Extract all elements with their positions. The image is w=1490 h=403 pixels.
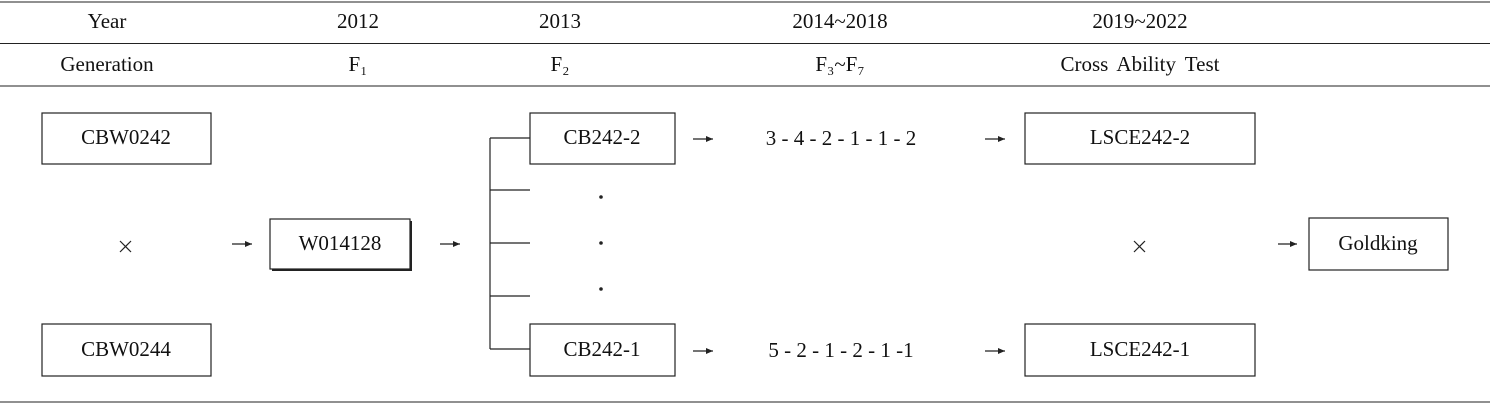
node-box — [1024, 323, 1256, 377]
node-box — [529, 323, 676, 377]
header-cell: F₂ — [550, 52, 569, 76]
node-label: CB242-2 — [563, 125, 640, 149]
bracket — [489, 137, 530, 350]
header-cell: 2013 — [539, 9, 581, 33]
node-label: CBW0242 — [81, 125, 171, 149]
header-cell: Cross Ability Test — [1061, 52, 1220, 76]
header-cell: Year — [88, 9, 127, 33]
node-label: CB242-1 — [563, 337, 640, 361]
cross-symbol — [119, 240, 132, 253]
header-cell: 2014~2018 — [792, 9, 887, 33]
node-label: LSCE242-2 — [1090, 125, 1190, 149]
node-label: W014128 — [299, 231, 382, 255]
node-box — [1024, 112, 1256, 165]
header-cell: Generation — [60, 52, 154, 76]
header: Year 2012 2013 2014~2018 2019~2022 Gener… — [60, 9, 1219, 76]
node-box — [41, 112, 212, 165]
node-label: Goldking — [1338, 231, 1418, 255]
header-cell: 2019~2022 — [1092, 9, 1187, 33]
node-box — [529, 112, 676, 165]
header-cell: F₁ — [348, 52, 367, 76]
cross-symbol — [1133, 240, 1146, 253]
node-box — [269, 218, 411, 270]
node-label: CBW0244 — [81, 337, 171, 361]
header-cell: 2012 — [337, 9, 379, 33]
selection-sequence: 5 - 2 - 1 - 2 - 1 -1 — [768, 338, 913, 362]
selection-sequence: 3 - 4 - 2 - 1 - 1 - 2 — [766, 126, 916, 150]
node-box — [41, 323, 212, 377]
ellipsis-dots — [599, 195, 603, 291]
header-cell: F₃~F₇ — [815, 52, 864, 76]
node-label: LSCE242-1 — [1090, 337, 1190, 361]
node-box — [1308, 217, 1449, 271]
